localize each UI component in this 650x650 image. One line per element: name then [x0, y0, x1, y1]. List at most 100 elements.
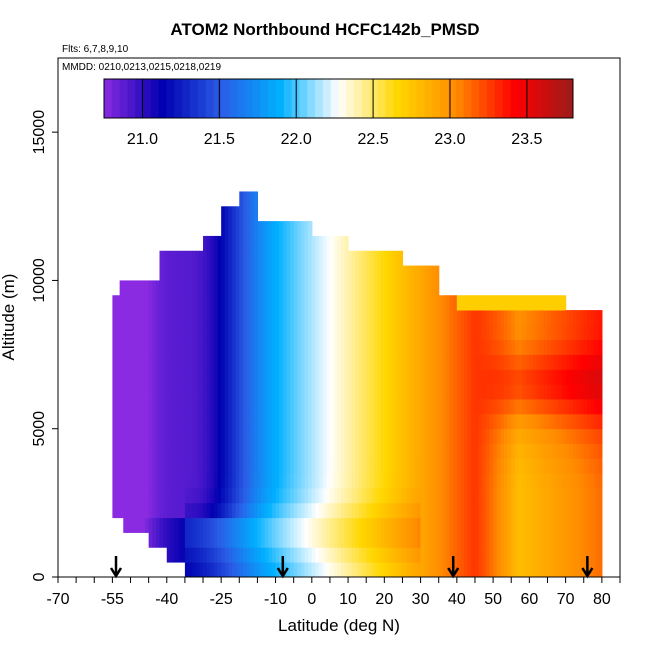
curtain-cell — [181, 354, 186, 370]
curtain-cell — [340, 384, 346, 400]
curtain-cell — [300, 532, 306, 548]
curtain-cell — [290, 265, 295, 281]
curtain-cell — [438, 324, 443, 341]
curtain-cell — [572, 310, 578, 326]
curtain-cell — [402, 547, 407, 563]
curtain-cell — [192, 399, 197, 415]
colorbar-tick-label: 22.0 — [281, 131, 312, 148]
curtain-cell — [351, 458, 356, 474]
curtain-cell — [511, 339, 516, 355]
curtain-cell — [224, 339, 230, 355]
curtain-cell — [322, 473, 327, 489]
curtain-cell — [337, 310, 342, 326]
curtain-cell — [460, 502, 465, 519]
curtain-cell — [358, 562, 364, 578]
curtain-cell — [525, 413, 530, 430]
curtain-cell — [453, 428, 458, 444]
curtain-cell — [308, 280, 313, 296]
curtain-cell — [525, 488, 530, 504]
curtain-cell — [561, 547, 567, 563]
curtain-cell — [286, 280, 291, 296]
curtain-cell — [387, 280, 393, 296]
curtain-cell — [420, 339, 425, 355]
curtain-cell — [224, 221, 230, 237]
curtain-cell — [348, 384, 353, 400]
curtain-cell — [322, 235, 327, 252]
curtain-cell — [598, 310, 603, 326]
curtain-cell — [558, 532, 563, 548]
curtain-cell — [493, 547, 498, 563]
curtain-cell — [449, 502, 454, 519]
curtain-cell — [456, 547, 462, 563]
curtain-cell — [551, 339, 556, 355]
curtain-cell — [583, 547, 588, 563]
curtain-cell — [442, 547, 447, 563]
curtain-cell — [116, 354, 121, 370]
curtain-cell — [319, 354, 324, 370]
curtain-cell — [511, 384, 516, 400]
curtain-cell — [456, 354, 462, 370]
curtain-cell — [536, 517, 541, 533]
curtain-cell — [572, 354, 578, 370]
curtain-cell — [431, 473, 436, 489]
data-curtain — [112, 191, 603, 578]
curtain-cell — [224, 473, 230, 489]
curtain-cell — [471, 473, 476, 489]
curtain-cell — [250, 532, 255, 548]
curtain-cell — [377, 458, 382, 474]
curtain-cell — [192, 517, 197, 533]
curtain-cell — [583, 532, 588, 548]
curtain-cell — [279, 458, 284, 474]
curtain-cell — [159, 473, 164, 489]
curtain-cell — [493, 339, 498, 355]
curtain-cell — [242, 265, 248, 281]
curtain-cell — [210, 265, 215, 281]
x-tick-label: 40 — [448, 591, 466, 608]
curtain-cell — [239, 443, 244, 459]
curtain-cell — [308, 265, 313, 281]
curtain-cell — [326, 250, 331, 266]
curtain-cell — [242, 250, 248, 266]
curtain-cell — [551, 428, 556, 444]
curtain-cell — [580, 517, 585, 533]
curtain-cell — [181, 488, 186, 504]
curtain-cell — [409, 532, 414, 548]
x-tick-label: 10 — [339, 591, 357, 608]
curtain-cell — [438, 369, 443, 385]
curtain-cell — [112, 458, 117, 474]
curtain-cell — [460, 517, 465, 533]
curtain-cell — [195, 369, 201, 385]
curtain-cell — [507, 310, 512, 326]
curtain-cell — [141, 428, 146, 444]
curtain-cell — [188, 280, 193, 296]
curtain-cell — [565, 339, 570, 355]
curtain-cell — [221, 562, 226, 578]
curtain-cell — [145, 488, 150, 504]
curtain-cell — [406, 369, 411, 385]
curtain-cell — [456, 428, 462, 444]
x-tick-label: 50 — [484, 591, 502, 608]
curtain-cell — [431, 502, 436, 519]
curtain-cell — [177, 532, 182, 548]
curtain-cell — [438, 399, 443, 415]
curtain-cell — [235, 235, 240, 252]
curtain-cell — [547, 458, 552, 474]
curtain-cell — [340, 413, 346, 430]
curtain-cell — [398, 384, 404, 400]
curtain-cell — [308, 399, 313, 415]
curtain-cell — [464, 369, 469, 385]
curtain-cell — [500, 354, 505, 370]
curtain-cell — [257, 532, 262, 548]
curtain-cell — [213, 443, 219, 459]
curtain-cell — [551, 295, 556, 311]
curtain-cell — [300, 221, 306, 237]
curtain-cell — [362, 443, 367, 459]
curtain-cell — [228, 547, 233, 563]
flights-note: Flts: 6,7,8,9,10 — [62, 44, 129, 55]
curtain-cell — [496, 339, 501, 355]
curtain-cell — [340, 502, 346, 519]
curtain-cell — [130, 384, 135, 400]
curtain-cell — [224, 532, 230, 548]
curtain-cell — [293, 369, 298, 385]
curtain-cell — [471, 295, 476, 311]
